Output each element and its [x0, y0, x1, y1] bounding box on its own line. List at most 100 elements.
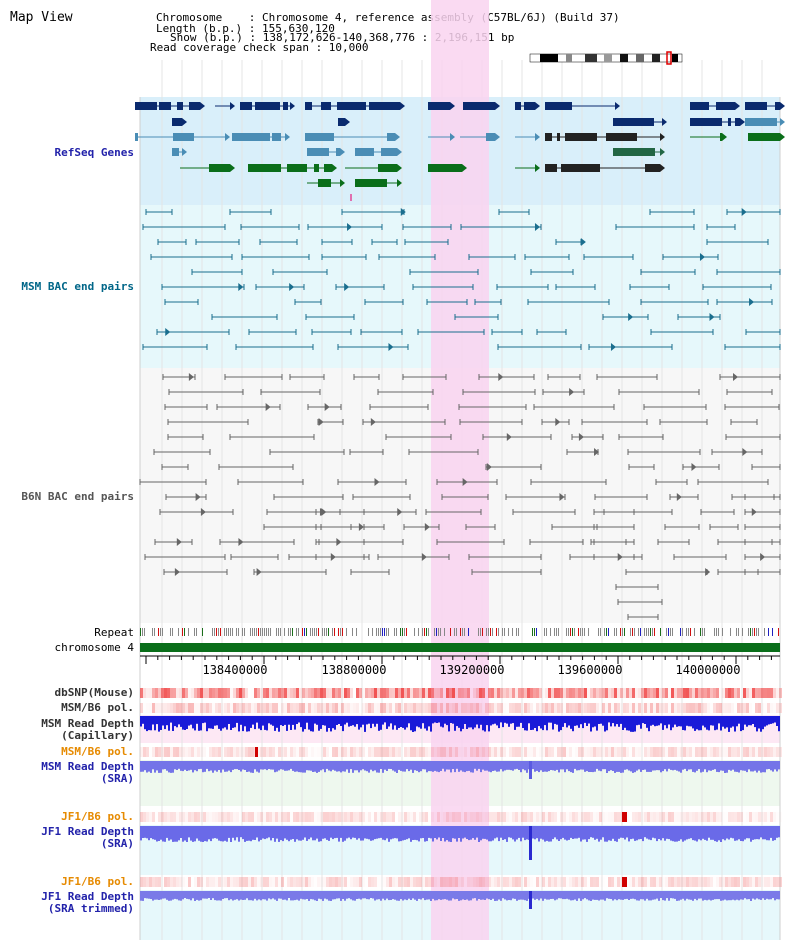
- gene-refseq-strand[interactable]: [340, 179, 345, 187]
- track-label-b6n-bac[interactable]: B6N BAC end pairs: [21, 490, 134, 503]
- gene-refseq-strand[interactable]: [230, 164, 235, 172]
- gene-refseq-exon[interactable]: [716, 102, 735, 110]
- gene-refseq-exon[interactable]: [159, 102, 171, 110]
- track-label-msm-depth-cap[interactable]: MSM Read Depth: [41, 717, 134, 730]
- track-features[interactable]: [135, 102, 785, 909]
- gene-refseq-exon[interactable]: [775, 102, 780, 110]
- gene-refseq-strand[interactable]: [660, 133, 665, 141]
- gene-refseq-exon[interactable]: [561, 164, 600, 172]
- gene-refseq-exon[interactable]: [232, 133, 270, 141]
- gene-refseq-exon[interactable]: [720, 133, 722, 141]
- gene-refseq-strand[interactable]: [450, 133, 455, 141]
- gene-refseq-exon[interactable]: [135, 102, 157, 110]
- gene-refseq-exon[interactable]: [728, 118, 731, 126]
- gene-refseq-exon[interactable]: [324, 164, 332, 172]
- gene-refseq-exon[interactable]: [613, 148, 655, 156]
- gene-refseq-exon[interactable]: [314, 164, 319, 172]
- gene-refseq-exon[interactable]: [283, 102, 288, 110]
- gene-refseq-exon[interactable]: [745, 118, 777, 126]
- gene-refseq-exon[interactable]: [613, 118, 654, 126]
- gene-refseq-exon[interactable]: [209, 164, 230, 172]
- gene-refseq-exon[interactable]: [428, 102, 450, 110]
- gene-refseq-exon[interactable]: [545, 133, 552, 141]
- track-label-jf1-b6-pol-2[interactable]: JF1/B6 pol.: [61, 875, 134, 888]
- gene-refseq-exon[interactable]: [745, 102, 767, 110]
- gene-refseq-exon[interactable]: [565, 133, 597, 141]
- gene-refseq-exon[interactable]: [135, 133, 138, 141]
- gene-refseq-strand[interactable]: [395, 133, 400, 141]
- gene-refseq-exon[interactable]: [337, 102, 366, 110]
- gene-refseq-exon[interactable]: [381, 148, 397, 156]
- gene-refseq-exon[interactable]: [173, 133, 194, 141]
- gene-refseq-strand[interactable]: [660, 148, 665, 156]
- gene-refseq-exon[interactable]: [338, 118, 345, 126]
- gene-refseq-strand[interactable]: [290, 102, 295, 110]
- gene-refseq-strand[interactable]: [495, 102, 500, 110]
- gene-refseq-strand[interactable]: [535, 164, 540, 172]
- track-label-refseq[interactable]: RefSeq Genes: [54, 146, 134, 159]
- gene-refseq-exon[interactable]: [524, 102, 535, 110]
- gene-refseq-exon[interactable]: [255, 102, 280, 110]
- gene-refseq-exon[interactable]: [515, 102, 521, 110]
- gene-refseq-strand[interactable]: [780, 118, 785, 126]
- gene-refseq-strand[interactable]: [200, 102, 205, 110]
- gene-refseq-strand[interactable]: [462, 164, 467, 172]
- gene-refseq-exon[interactable]: [305, 133, 334, 141]
- gene-refseq-exon[interactable]: [735, 118, 740, 126]
- gene-refseq-exon[interactable]: [355, 179, 387, 187]
- gene-refseq-exon[interactable]: [690, 118, 722, 126]
- gene-refseq-strand[interactable]: [495, 133, 500, 141]
- gene-refseq-strand[interactable]: [182, 118, 187, 126]
- gene-refseq-strand[interactable]: [225, 133, 230, 141]
- gene-refseq-exon[interactable]: [690, 102, 709, 110]
- gene-refseq-strand[interactable]: [615, 102, 620, 110]
- track-label-msm-b6-pol-2[interactable]: MSM/B6 pol.: [61, 745, 134, 758]
- gene-refseq-strand[interactable]: [450, 102, 455, 110]
- gene-refseq-exon[interactable]: [645, 164, 660, 172]
- gene-refseq-exon[interactable]: [606, 133, 637, 141]
- gene-refseq-exon[interactable]: [305, 102, 312, 110]
- gene-refseq-exon[interactable]: [189, 102, 200, 110]
- gene-refseq-strand[interactable]: [345, 118, 350, 126]
- track-label-jf1-b6-pol[interactable]: JF1/B6 pol.: [61, 810, 134, 823]
- gene-refseq-strand[interactable]: [332, 164, 337, 172]
- track-label-jf1-depth-trim[interactable]: JF1 Read Depth: [41, 890, 134, 903]
- gene-refseq-exon[interactable]: [248, 164, 281, 172]
- gene-refseq-exon[interactable]: [272, 133, 281, 141]
- track-label-msm-depth-sra[interactable]: MSM Read Depth: [41, 760, 134, 773]
- gene-refseq-exon[interactable]: [378, 164, 397, 172]
- gene-refseq-strand[interactable]: [230, 102, 235, 110]
- track-label-repeat[interactable]: Repeat: [94, 626, 134, 639]
- gene-refseq-exon[interactable]: [387, 133, 395, 141]
- gene-refseq-strand[interactable]: [400, 102, 405, 110]
- gene-refseq-strand[interactable]: [182, 148, 187, 156]
- chromosome-ideogram[interactable]: [529, 51, 683, 65]
- gene-refseq-strand[interactable]: [397, 164, 402, 172]
- gene-refseq-exon[interactable]: [240, 102, 252, 110]
- gene-refseq-strand[interactable]: [780, 102, 785, 110]
- track-label-msm-b6-pol[interactable]: MSM/B6 pol.: [61, 701, 134, 714]
- gene-refseq-strand[interactable]: [722, 133, 727, 141]
- gene-refseq-strand[interactable]: [780, 133, 785, 141]
- gene-refseq-exon[interactable]: [172, 118, 182, 126]
- gene-refseq-exon[interactable]: [369, 102, 400, 110]
- gene-refseq-strand[interactable]: [535, 102, 540, 110]
- gene-refseq-strand[interactable]: [662, 118, 667, 126]
- track-label-jf1-depth-sra[interactable]: JF1 Read Depth: [41, 825, 134, 838]
- gene-refseq-exon[interactable]: [336, 148, 340, 156]
- gene-refseq-strand[interactable]: [397, 179, 402, 187]
- gene-refseq-strand[interactable]: [740, 118, 745, 126]
- gene-refseq-exon[interactable]: [172, 148, 179, 156]
- gene-refseq-strand[interactable]: [735, 102, 740, 110]
- gene-refseq-exon[interactable]: [545, 102, 572, 110]
- track-label-dbsnp[interactable]: dbSNP(Mouse): [54, 686, 134, 699]
- gene-refseq-exon[interactable]: [748, 133, 780, 141]
- gene-refseq-exon[interactable]: [545, 164, 557, 172]
- gene-refseq-strand[interactable]: [397, 148, 402, 156]
- gene-refseq-strand[interactable]: [340, 148, 345, 156]
- gene-refseq-exon[interactable]: [321, 102, 331, 110]
- gene-refseq-exon[interactable]: [307, 148, 329, 156]
- gene-refseq-exon[interactable]: [318, 179, 331, 187]
- gene-refseq-exon[interactable]: [557, 133, 560, 141]
